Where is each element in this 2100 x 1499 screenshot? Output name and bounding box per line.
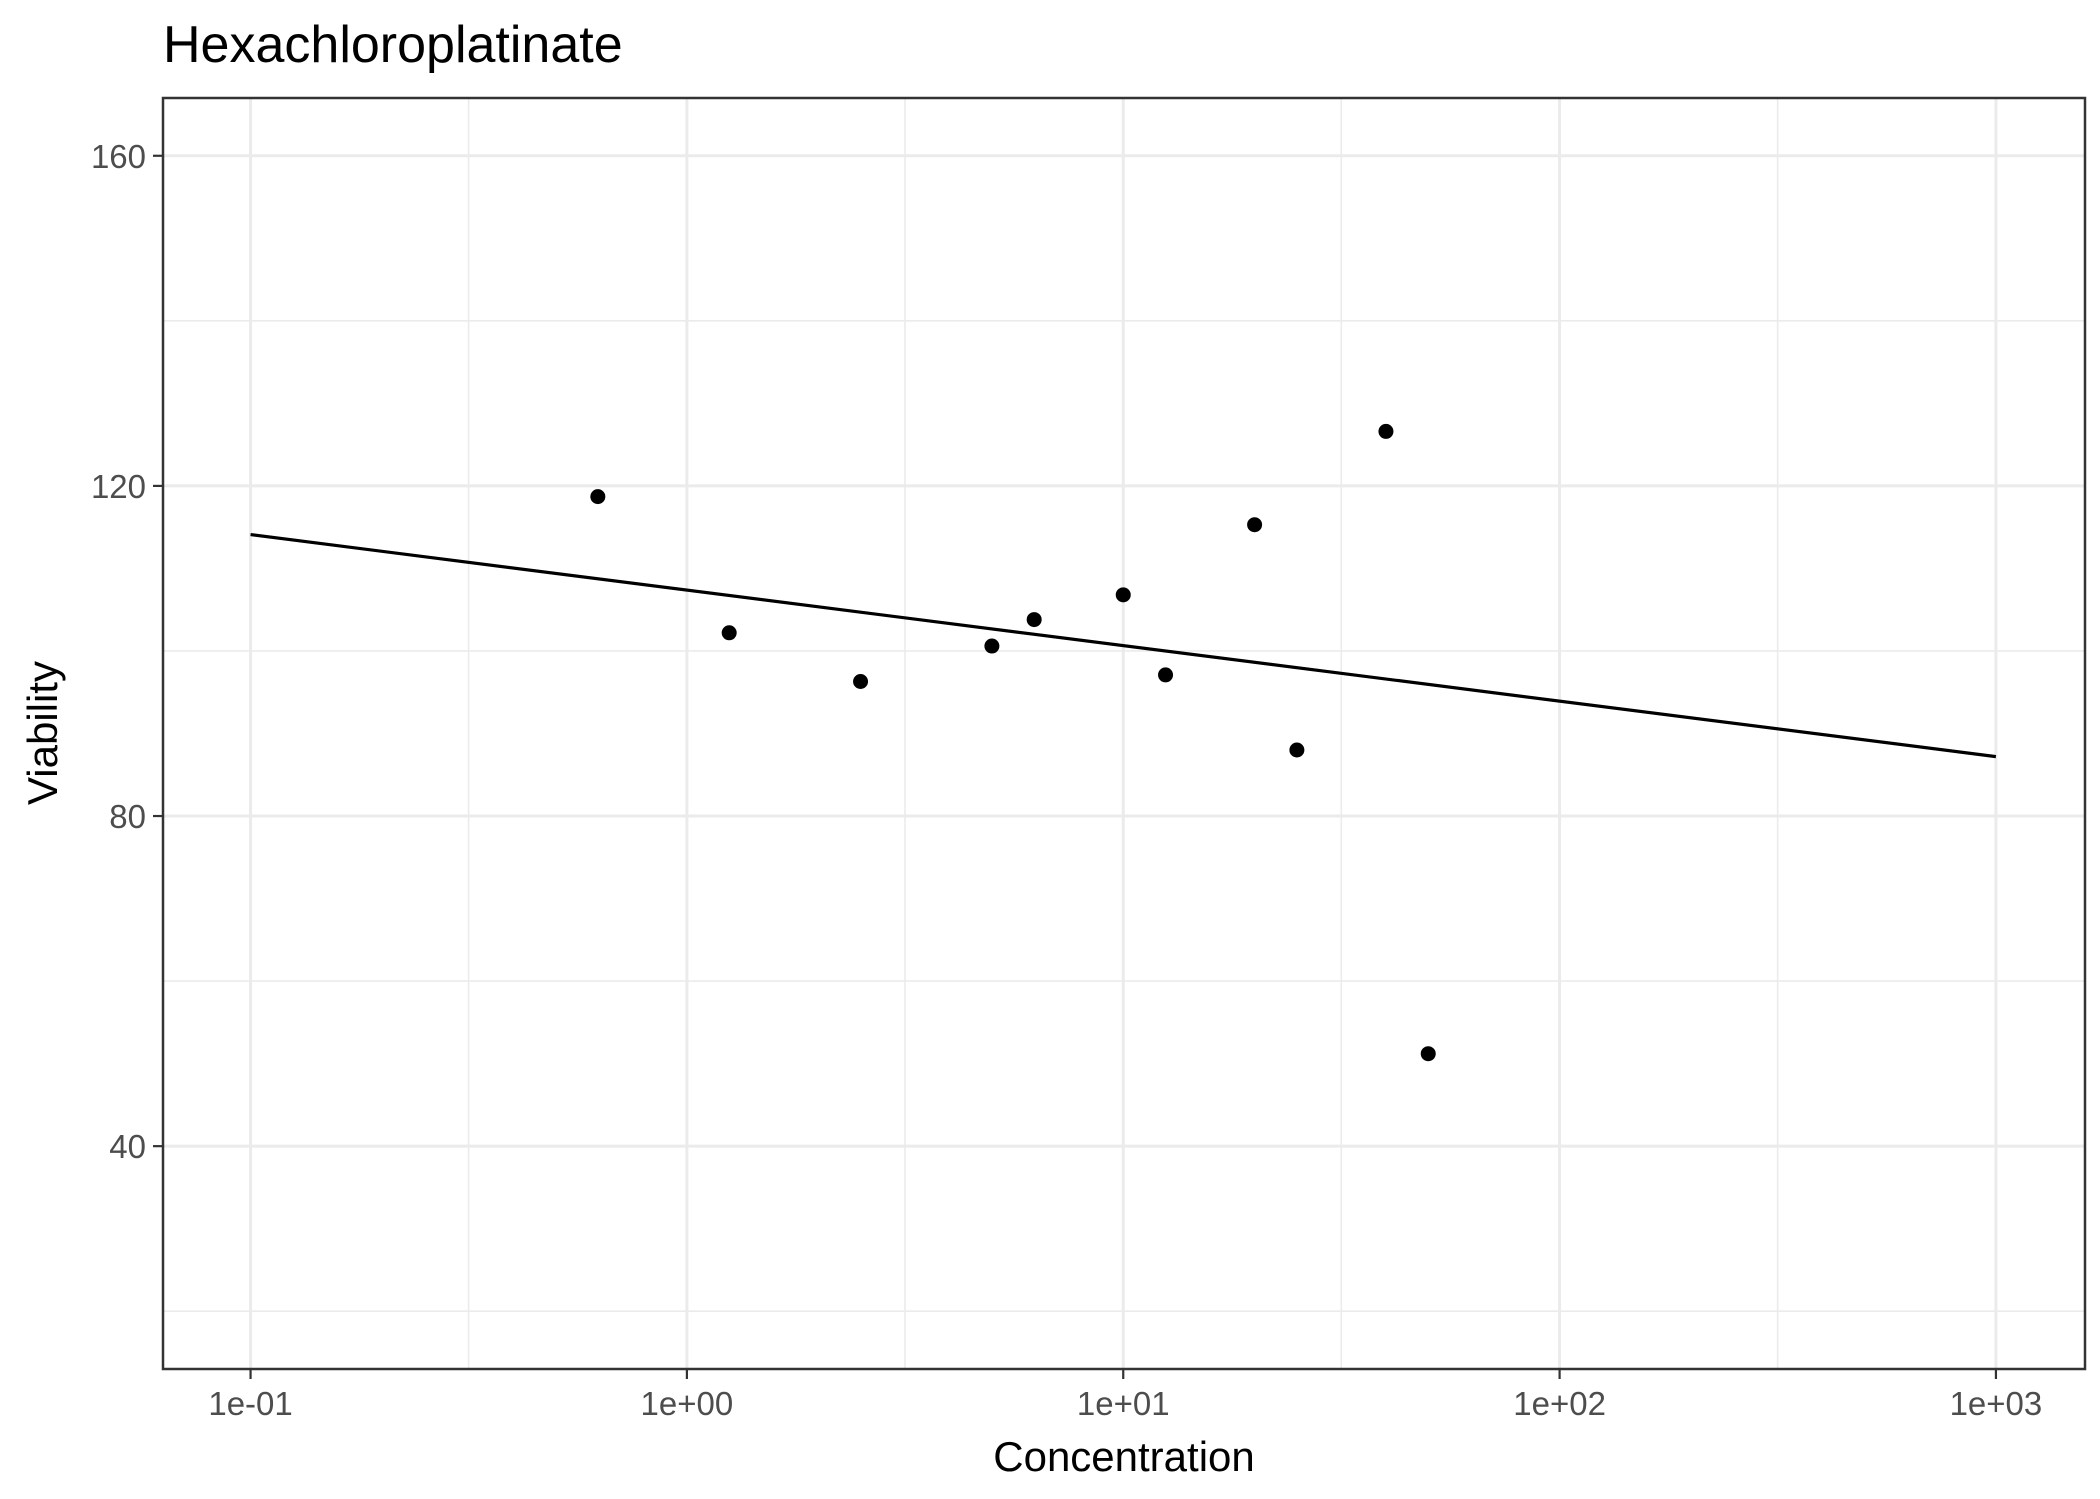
y-tick-label-3: 160 <box>91 138 146 175</box>
chart-title: Hexachloroplatinate <box>163 16 623 74</box>
x-tick-label-3: 1e+02 <box>1513 1385 1606 1422</box>
x-tick-label-0: 1e-01 <box>208 1385 292 1422</box>
data-point-7 <box>1247 517 1263 533</box>
fit-line <box>250 533 1997 759</box>
y-tick-label-2: 120 <box>91 468 146 505</box>
x-tick-label-2: 1e+01 <box>1077 1385 1170 1422</box>
x-axis-title: Concentration <box>993 1433 1255 1480</box>
data-points <box>590 423 1436 1062</box>
data-point-5 <box>1115 587 1131 603</box>
data-point-8 <box>1289 742 1305 758</box>
data-point-6 <box>1158 667 1174 683</box>
major-gridlines <box>163 98 2085 1369</box>
data-point-0 <box>590 489 606 505</box>
x-tick-label-4: 1e+03 <box>1950 1385 2043 1422</box>
y-axis: 40 80 120 160 <box>91 138 163 1165</box>
y-tick-label-1: 80 <box>109 798 146 835</box>
data-point-9 <box>1378 423 1394 439</box>
data-point-3 <box>984 638 1000 654</box>
data-point-10 <box>1420 1046 1436 1062</box>
y-axis-title: Viability <box>19 661 66 805</box>
data-point-2 <box>853 674 869 690</box>
y-tick-label-0: 40 <box>109 1128 146 1165</box>
data-point-4 <box>1026 612 1042 628</box>
x-tick-label-1: 1e+00 <box>641 1385 734 1422</box>
data-point-1 <box>721 625 737 641</box>
x-axis: 1e-01 1e+00 1e+01 1e+02 1e+03 <box>208 1369 2042 1422</box>
